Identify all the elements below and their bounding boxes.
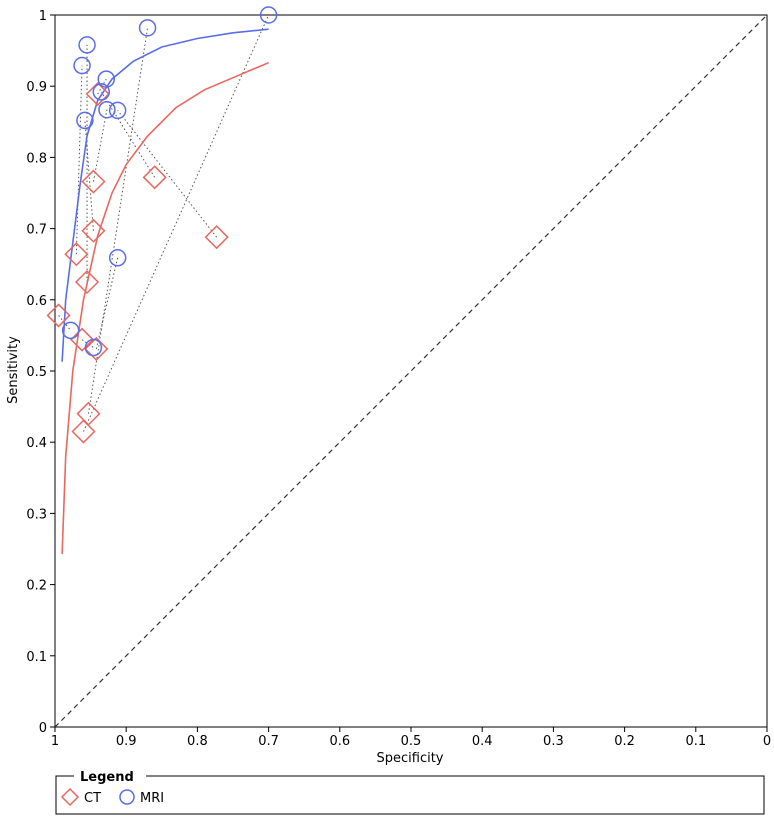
y-tick-label: 0.6 — [26, 294, 47, 309]
x-tick-label: 0 — [763, 734, 771, 749]
study-pair-line — [58, 315, 72, 331]
x-tick-label: 0.4 — [472, 734, 493, 749]
ct-study-point — [81, 169, 106, 194]
study-pair-line — [87, 27, 149, 414]
legend-title: Legend — [80, 770, 134, 785]
study-pair-line — [95, 257, 119, 350]
study-pair-line — [100, 91, 156, 178]
x-tick-label: 0.5 — [401, 734, 422, 749]
x-axis-label: Specificity — [377, 751, 444, 766]
ct-study-point — [71, 419, 96, 444]
x-tick-label: 1 — [51, 734, 59, 749]
ct-study-point — [64, 242, 89, 267]
legend-box — [55, 775, 765, 815]
legend-mri-circle — [119, 789, 135, 805]
ct-study-point — [84, 336, 109, 361]
study-pair-line — [117, 110, 218, 238]
x-tick-label: 0.1 — [685, 734, 706, 749]
ct-study-point — [204, 225, 229, 250]
y-tick-label: 0.2 — [26, 579, 47, 594]
mri-study-point — [73, 56, 91, 75]
study-pair-line — [92, 109, 108, 182]
legend-title-bg — [74, 768, 146, 782]
legend-ct-label: CT — [84, 791, 101, 806]
mri-study-point — [259, 6, 278, 24]
y-tick-label: 0.7 — [26, 223, 47, 238]
ct-study-point — [81, 218, 106, 243]
legend-mri-marker — [119, 789, 135, 805]
x-tick-label: 0.7 — [258, 734, 279, 749]
mri-study-point — [108, 249, 127, 267]
ct-study-point — [142, 165, 167, 190]
axis-ticks: 1 0.9 0.8 0.7 0.6 0.5 0.4 0.3 0.2 0.1 0 0 0.1 0.2 0.3 0… — [26, 9, 771, 749]
diagonal-reference-line — [54, 14, 768, 728]
legend-mri-label: MRI — [140, 791, 164, 806]
y-tick-label: 0.8 — [26, 151, 47, 166]
mri-study-point — [84, 338, 103, 357]
y-axis-label: Sensitivity — [6, 336, 21, 404]
mri-study-point — [98, 100, 116, 119]
y-tick-label: 1 — [39, 9, 47, 24]
y-tick-label: 0.4 — [26, 436, 47, 451]
diagonal-layer — [54, 14, 768, 728]
y-tick-label: 0.9 — [26, 80, 47, 95]
ct-study-point — [69, 327, 95, 352]
sroc-curves — [61, 28, 269, 555]
ct-study-point — [74, 269, 100, 295]
ct-sroc-curve — [61, 61, 269, 555]
y-tick-label: 0.1 — [26, 650, 47, 665]
x-tick-label: 0.2 — [614, 734, 635, 749]
study-pair-line — [83, 14, 270, 432]
legend-ct-marker — [60, 787, 80, 807]
y-tick-label: 0.5 — [26, 365, 47, 380]
ct-study-point — [85, 81, 110, 107]
y-tick-label: 0.3 — [26, 507, 47, 522]
mri-study-point — [108, 101, 127, 120]
mri-study-point — [78, 36, 96, 54]
mri-study-point — [61, 321, 80, 340]
mri-sroc-curve — [61, 28, 269, 362]
study-pair-line — [75, 65, 83, 255]
mri-study-point — [97, 70, 116, 88]
mri-study-point — [92, 83, 111, 101]
y-tick-label: 0 — [39, 721, 47, 736]
legend: Legend CT MRI — [55, 768, 765, 815]
x-tick-label: 0.8 — [187, 734, 208, 749]
mri-study-point — [138, 19, 157, 37]
x-tick-label: 0.3 — [543, 734, 564, 749]
x-tick-label: 0.9 — [116, 734, 137, 749]
mri-study-point — [76, 111, 94, 130]
x-tick-label: 0.6 — [329, 734, 350, 749]
ct-study-point — [46, 303, 71, 328]
legend-ct-diamond — [60, 787, 80, 807]
study-markers — [46, 6, 278, 444]
